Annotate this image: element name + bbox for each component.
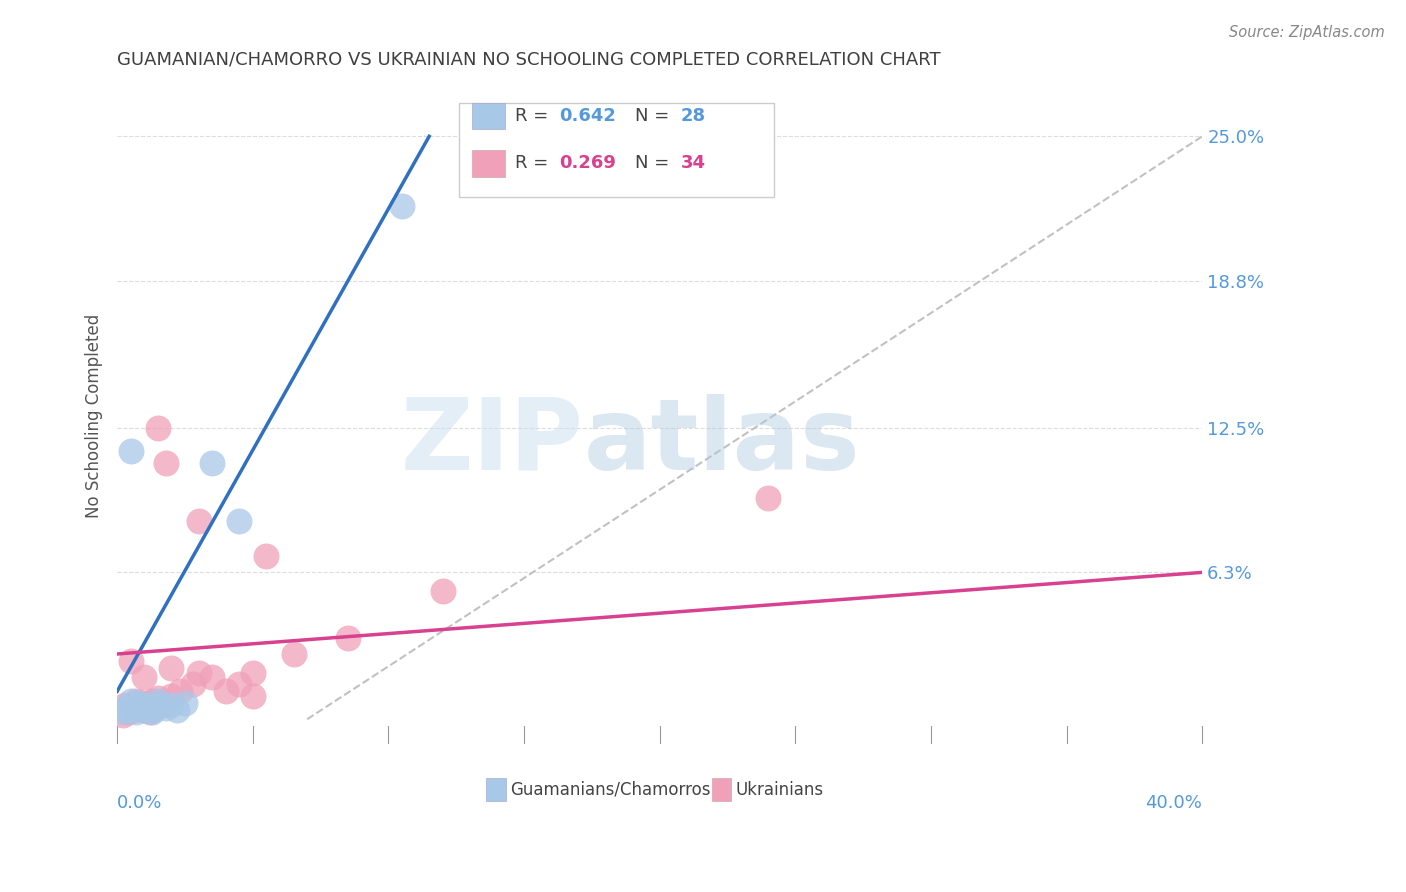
Point (149, 698, 172, 713)
Point (146, 693, 169, 707)
Point (114, 698, 136, 713)
Point (114, 700, 136, 714)
Point (187, 514, 209, 528)
Text: Guamanians/Chamorros: Guamanians/Chamorros (510, 780, 710, 798)
Point (336, 631, 359, 645)
Point (134, 703, 156, 717)
Text: 0.269: 0.269 (558, 154, 616, 172)
Point (181, 677, 204, 691)
Point (160, 698, 183, 713)
Point (136, 698, 159, 713)
FancyBboxPatch shape (458, 103, 773, 197)
Point (125, 693, 148, 707)
Point (215, 684, 238, 698)
Point (120, 444, 142, 458)
Point (242, 665, 264, 680)
Point (169, 684, 191, 698)
Text: R =: R = (516, 107, 554, 125)
Text: 0.642: 0.642 (558, 107, 616, 125)
Point (128, 696, 150, 710)
Point (111, 707, 134, 722)
Point (134, 670, 156, 684)
Point (228, 514, 250, 528)
FancyBboxPatch shape (486, 778, 506, 801)
Point (160, 689, 183, 703)
Text: 28: 28 (681, 107, 706, 125)
Text: Ukrainians: Ukrainians (735, 780, 824, 798)
Text: GUAMANIAN/CHAMORRO VS UKRAINIAN NO SCHOOLING COMPLETED CORRELATION CHART: GUAMANIAN/CHAMORRO VS UKRAINIAN NO SCHOO… (117, 51, 941, 69)
Point (155, 456, 177, 470)
Point (117, 706, 139, 720)
Point (125, 706, 148, 720)
Point (174, 696, 197, 710)
Point (152, 698, 174, 713)
Point (131, 696, 153, 710)
Point (120, 700, 142, 714)
Text: ZIP: ZIP (401, 393, 583, 491)
Point (187, 665, 209, 680)
Y-axis label: No Schooling Completed: No Schooling Completed (86, 314, 103, 518)
Point (201, 456, 224, 470)
Text: atlas: atlas (583, 393, 860, 491)
Text: N =: N = (636, 107, 675, 125)
Point (131, 700, 153, 714)
Text: N =: N = (636, 154, 675, 172)
Text: Source: ZipAtlas.com: Source: ZipAtlas.com (1229, 25, 1385, 40)
Text: R =: R = (516, 154, 554, 172)
Point (228, 677, 250, 691)
Point (201, 670, 224, 684)
Text: 0.0%: 0.0% (117, 794, 163, 812)
Point (120, 654, 142, 668)
Point (117, 703, 139, 717)
Text: 34: 34 (681, 154, 706, 172)
Point (111, 706, 134, 720)
Point (155, 700, 177, 714)
FancyBboxPatch shape (472, 150, 505, 177)
Text: 40.0%: 40.0% (1146, 794, 1202, 812)
Point (139, 703, 162, 717)
Point (139, 706, 162, 720)
Point (141, 706, 163, 720)
Point (146, 691, 169, 706)
Point (254, 549, 277, 563)
Point (391, 199, 413, 213)
Point (143, 700, 166, 714)
Point (146, 421, 169, 435)
Point (136, 698, 159, 713)
Point (128, 700, 150, 714)
Point (432, 584, 454, 599)
Point (141, 693, 163, 707)
FancyBboxPatch shape (472, 103, 505, 129)
Point (756, 491, 779, 505)
Point (134, 703, 156, 717)
Point (283, 647, 305, 661)
FancyBboxPatch shape (711, 778, 731, 801)
Point (160, 661, 183, 675)
Point (122, 698, 145, 713)
Point (120, 693, 142, 707)
Point (242, 689, 264, 703)
Point (166, 703, 188, 717)
Point (122, 703, 145, 717)
